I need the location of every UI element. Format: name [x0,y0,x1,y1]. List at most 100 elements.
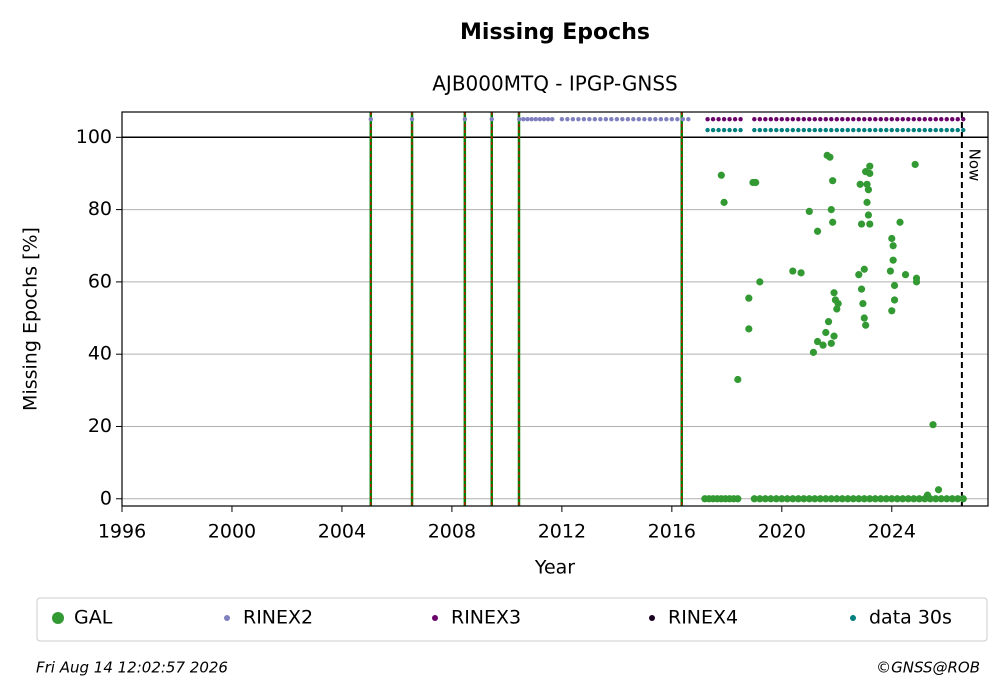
data-point [939,117,944,122]
data-point [888,307,896,315]
data-point [750,495,758,503]
data-point [789,495,797,503]
data-point [900,127,905,133]
data-point [950,127,955,133]
data-point [830,289,838,297]
data-point [790,127,796,133]
y-tick-label: 80 [88,198,112,220]
data-point [727,117,732,122]
chart-title: Missing Epochs [460,20,650,45]
data-point [890,296,899,304]
data-point [860,495,868,503]
legend-label: GAL [74,607,113,629]
data-point [862,321,870,329]
data-point [779,127,785,133]
data-point [849,495,857,503]
data-point [864,186,873,194]
data-point [717,171,725,179]
data-point [834,299,842,308]
data-point [669,117,675,122]
y-tick-label: 40 [88,343,112,365]
data-point [625,117,631,122]
data-point [734,495,742,503]
data-point [851,117,856,122]
data-point [789,267,797,275]
legend-marker [224,615,230,621]
x-tick-label: 2012 [538,521,586,543]
data-point [961,117,966,122]
data-point [840,127,845,133]
data-point [890,281,899,290]
data-point [863,180,871,188]
data-point [745,325,753,333]
data-point [862,117,867,122]
data-point [805,495,813,503]
y-tick-label: 100 [76,126,112,148]
data-point [944,117,949,122]
data-point [768,127,774,133]
data-point [559,117,565,122]
data-point [911,127,916,133]
data-point [812,127,817,133]
data-point [827,339,835,347]
data-point [545,117,551,122]
data-point [884,117,889,122]
data-point [886,267,895,275]
data-point [756,278,764,286]
data-point [818,127,823,133]
data-point [884,127,889,133]
data-point [830,332,838,340]
legend-marker [432,615,438,621]
data-point [928,127,933,133]
data-point [756,495,764,503]
data-point [833,495,841,503]
data-point [525,117,530,122]
data-point [686,117,691,122]
data-point [860,265,868,273]
data-point [734,375,742,384]
data-point [800,495,808,503]
data-point [721,127,727,133]
data-point [895,117,900,122]
data-point [819,341,827,349]
data-point [529,117,534,122]
data-point [873,117,878,122]
data-point [812,117,817,122]
data-point [790,117,796,122]
data-point [720,198,728,206]
data-point [521,117,526,122]
data-point [955,117,960,122]
legend-label: data 30s [869,607,952,629]
data-point [813,227,822,235]
data-point [878,127,883,133]
data-point [855,495,863,503]
chart-subtitle: AJB000MTQ - IPGP-GNSS [432,72,678,96]
data-point [785,117,790,122]
data-point [598,117,603,122]
data-point [716,117,721,122]
data-point [550,117,555,122]
data-point [877,495,885,503]
data-point [811,495,819,503]
data-point [647,117,653,122]
data-point [576,117,581,122]
data-point [541,117,547,122]
data-point [794,495,802,503]
data-point [833,305,841,313]
data-point [943,495,951,503]
data-point [866,162,874,170]
data-point [805,207,813,216]
data-point [822,495,830,503]
data-point [829,117,834,122]
y-tick-label: 0 [100,487,112,509]
data-point [856,117,861,122]
data-point [845,117,850,122]
data-point [807,117,812,122]
data-point [851,127,856,133]
data-point [738,117,743,122]
data-point [785,127,790,133]
data-point [727,127,732,133]
now-label: Now [965,149,983,182]
data-point [721,117,727,122]
data-point [620,117,625,122]
